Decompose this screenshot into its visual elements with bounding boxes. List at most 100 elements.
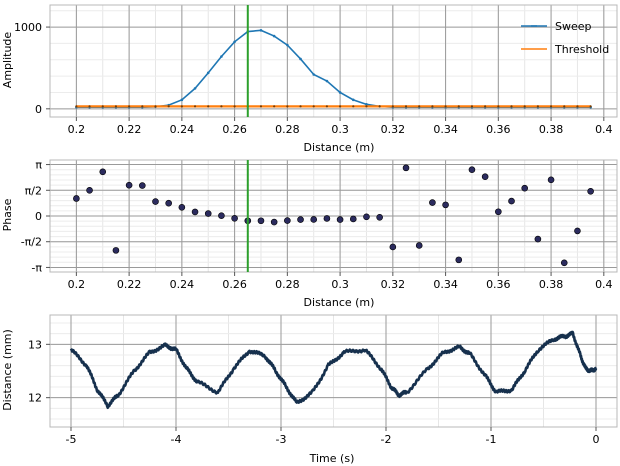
threshold-point xyxy=(180,105,183,108)
sweep-point xyxy=(206,71,210,75)
phase-point xyxy=(521,184,528,192)
threshold-point xyxy=(444,105,447,108)
sweep-point xyxy=(180,98,184,102)
phase-point xyxy=(204,210,212,217)
amplitude-y-ticks: 0 1000 xyxy=(14,21,50,116)
threshold-point xyxy=(299,105,302,108)
x-tick-label: 0.26 xyxy=(222,123,247,136)
amplitude-panel: 0.2 0.22 0.24 0.26 0.28 0.3 0.32 0.34 0.36 0.38 0.… xyxy=(1,4,618,154)
amplitude-series xyxy=(75,5,592,117)
x-tick-label: -5 xyxy=(66,433,77,446)
phase-panel: 0.2 0.22 0.24 0.26 0.28 0.3 0.32 0.34 0.36 0.38 0.… xyxy=(1,159,618,309)
phase-point xyxy=(257,217,265,225)
threshold-point xyxy=(220,105,223,108)
phase-point xyxy=(455,256,463,264)
x-tick-label: 0.24 xyxy=(170,278,195,291)
threshold-point xyxy=(75,105,78,108)
threshold-point xyxy=(484,105,487,108)
threshold-point xyxy=(286,105,289,108)
threshold-point xyxy=(141,105,144,108)
threshold-point xyxy=(114,105,118,108)
threshold-point xyxy=(128,105,131,108)
x-tick-label: -1 xyxy=(486,433,497,446)
threshold-point xyxy=(404,105,408,108)
phase-point xyxy=(323,215,331,222)
amplitude-x-axis-label: Distance (m) xyxy=(304,141,375,154)
sweep-point xyxy=(220,55,223,58)
phase-point xyxy=(73,195,80,202)
x-tick-label: 0.2 xyxy=(68,123,86,136)
sweep-point xyxy=(259,29,263,32)
threshold-point xyxy=(378,105,381,108)
sweep-point xyxy=(325,79,329,83)
phase-point xyxy=(178,204,186,211)
x-tick-label: 0.4 xyxy=(595,123,613,136)
x-tick-label: 0 xyxy=(593,433,600,446)
phase-point xyxy=(534,235,542,243)
distance-series xyxy=(69,330,598,410)
x-tick-label: 0.24 xyxy=(170,123,195,136)
threshold-point xyxy=(365,105,368,108)
x-tick-label: 0.3 xyxy=(331,123,349,136)
x-tick-label: 0.34 xyxy=(433,278,458,291)
phase-point xyxy=(495,208,502,216)
x-tick-label: -2 xyxy=(381,433,392,446)
phase-point xyxy=(481,173,489,181)
sweep-point xyxy=(193,87,197,90)
phase-point xyxy=(587,187,594,195)
threshold-point xyxy=(193,105,197,108)
amplitude-legend: Sweep Threshold xyxy=(521,20,609,56)
phase-grid xyxy=(49,160,617,272)
y-tick-label: π/2 xyxy=(25,184,42,197)
x-tick-label: 0.36 xyxy=(486,123,511,136)
distance-panel: -5 -4 -3 -2 -1 0 12 13 Time (s) Distance (mm) xyxy=(1,314,618,465)
threshold-point xyxy=(576,105,579,108)
y-tick-label: 12 xyxy=(28,392,42,405)
phase-point xyxy=(442,201,449,209)
threshold-point xyxy=(259,105,263,108)
phase-point xyxy=(574,227,581,235)
phase-point xyxy=(125,181,133,189)
sweep-point xyxy=(286,43,289,47)
threshold-point xyxy=(497,105,500,108)
phase-points xyxy=(73,160,594,272)
threshold-point xyxy=(536,105,539,108)
x-tick-label: 0.38 xyxy=(539,123,564,136)
threshold-point xyxy=(589,105,592,108)
phase-point xyxy=(429,199,436,206)
phase-point xyxy=(560,259,568,267)
y-tick-label: -π xyxy=(31,261,42,274)
threshold-point xyxy=(549,105,553,108)
phase-point xyxy=(389,243,397,251)
threshold-point xyxy=(510,105,513,108)
threshold-point xyxy=(312,105,315,108)
y-tick-label: -π/2 xyxy=(21,236,42,249)
distance-y-axis-label: Distance (mm) xyxy=(1,329,14,411)
y-tick-label: 13 xyxy=(28,338,42,351)
phase-point xyxy=(86,186,93,194)
phase-point xyxy=(152,198,159,205)
x-tick-label: 0.28 xyxy=(275,278,300,291)
x-tick-label: 0.32 xyxy=(381,123,406,136)
y-tick-label: 1000 xyxy=(14,21,42,34)
phase-point xyxy=(376,214,383,221)
sweep-point xyxy=(365,103,368,106)
threshold-point xyxy=(101,105,104,108)
x-tick-label: 0.3 xyxy=(331,278,349,291)
phase-point xyxy=(547,176,555,184)
y-tick-label: 0 xyxy=(35,103,42,116)
threshold-point xyxy=(391,105,394,108)
phase-point xyxy=(468,166,476,173)
phase-y-axis-label: Phase xyxy=(1,198,14,231)
phase-point xyxy=(139,182,146,189)
threshold-point xyxy=(273,105,276,108)
x-tick-label: 0.34 xyxy=(433,123,458,136)
x-tick-label: 0.26 xyxy=(222,278,247,291)
threshold-point xyxy=(523,105,526,108)
phase-x-axis-label: Distance (m) xyxy=(304,296,375,309)
phase-point xyxy=(191,208,199,216)
threshold-point xyxy=(418,105,421,108)
threshold-point xyxy=(563,105,566,108)
